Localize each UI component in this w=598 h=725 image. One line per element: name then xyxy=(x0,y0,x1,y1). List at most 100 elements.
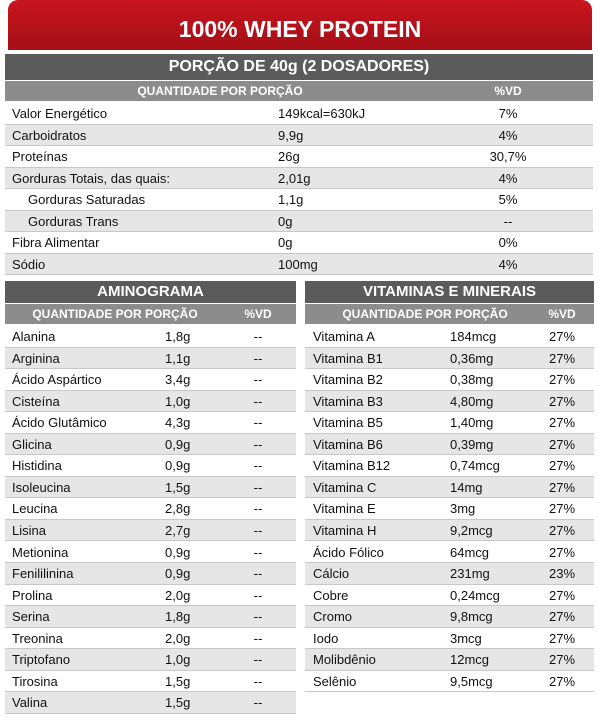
daily-value: -- xyxy=(253,522,263,538)
amount: 1,5g xyxy=(165,673,191,689)
daily-value: 27% xyxy=(548,350,576,366)
table-row: Cobre 0,24mcg 27% xyxy=(305,585,594,607)
amount: 14mg xyxy=(450,479,483,495)
amount: 184mcg xyxy=(450,329,497,344)
amount: 231mg xyxy=(450,566,490,582)
amount: 0,24mcg xyxy=(450,587,500,603)
daily-value: 27% xyxy=(548,458,576,474)
amount: 0,9g xyxy=(165,566,191,582)
amount: 3mg xyxy=(450,501,476,517)
daily-value: 27% xyxy=(548,522,576,538)
title-banner: 100% WHEY PROTEIN xyxy=(8,0,592,50)
nutrient-name: Arginina xyxy=(12,350,60,366)
table-row: Vitamina B6 0,39mg 27% xyxy=(305,433,594,456)
table-row: Fibra Alimentar 0g 0% xyxy=(5,232,593,254)
daily-value: -- xyxy=(253,479,263,495)
table-row: Fenililinina 0,9g -- xyxy=(5,563,296,585)
nutrient-name: Tirosina xyxy=(12,673,58,689)
nutrient-name: Vitamina B1 xyxy=(313,350,383,366)
table-row: Vitamina B1 0,36mg 27% xyxy=(305,347,594,370)
daily-value: -- xyxy=(253,350,263,366)
table-row: Histidina 0,9g -- xyxy=(5,455,296,477)
table-row: Vitamina E 3mg 27% xyxy=(305,498,594,520)
table-row: Treonina 2,0g -- xyxy=(5,628,296,650)
daily-value: 27% xyxy=(548,415,576,431)
nutrient-name: Alanina xyxy=(12,329,56,344)
table-row: Vitamina C 14mg 27% xyxy=(305,476,594,499)
table-row: Carboidratos 9,9g 4% xyxy=(5,124,593,146)
table-row: Isoleucina 1,5g -- xyxy=(5,476,296,499)
table-row: Vitamina A 184mcg 27% xyxy=(305,326,594,348)
daily-value: 27% xyxy=(548,587,576,603)
daily-value: 4% xyxy=(498,256,518,272)
section-title: VITAMINAS E MINERAIS xyxy=(305,281,594,303)
table-row: Vitamina B2 0,38mg 27% xyxy=(305,369,594,391)
amount: 9,2mcg xyxy=(450,522,493,538)
daily-value: 27% xyxy=(548,673,576,689)
nutrient-name: Vitamina B2 xyxy=(313,372,383,388)
daily-value: 30,7% xyxy=(489,149,527,164)
amount: 0,9g xyxy=(165,458,191,474)
amount: 64mcg xyxy=(450,544,490,560)
amount: 3,4g xyxy=(165,372,191,388)
daily-value: 7% xyxy=(498,106,518,121)
column-header: QUANTIDADE POR PORÇÃO %VD xyxy=(5,81,593,101)
daily-value: -- xyxy=(253,609,263,625)
daily-value: -- xyxy=(253,415,263,431)
column-label: QUANTIDADE POR PORÇÃO xyxy=(32,307,198,321)
column-header: QUANTIDADE POR PORÇÃO %VD xyxy=(5,304,296,324)
column-label: QUANTIDADE POR PORÇÃO xyxy=(342,307,508,321)
daily-value: -- xyxy=(253,695,263,711)
amount: 1,5g xyxy=(165,479,191,495)
nutrient-name: Ácido Fólico xyxy=(313,544,384,560)
daily-value: 27% xyxy=(548,544,576,560)
table-row: Sódio 100mg 4% xyxy=(5,253,593,275)
table-row: Vitamina B3 4,80mg 27% xyxy=(305,390,594,413)
daily-value: 27% xyxy=(548,372,576,388)
table-row: Vitamina B5 1,40mg 27% xyxy=(305,412,594,434)
table-row: Lisina 2,7g -- xyxy=(5,519,296,542)
table-row: Vitamina B12 0,74mcg 27% xyxy=(305,455,594,477)
daily-value: 5% xyxy=(498,192,518,207)
daily-value: 23% xyxy=(548,566,576,582)
amount: 4,3g xyxy=(165,415,191,431)
table-row: Proteínas 26g 30,7% xyxy=(5,146,593,168)
amount: 0g xyxy=(278,213,293,229)
nutrient-name: Cisteína xyxy=(12,393,60,409)
amount: 2,0g xyxy=(165,630,191,646)
table-row: Alanina 1,8g -- xyxy=(5,326,296,348)
amount: 2,01g xyxy=(278,170,311,186)
nutrient-name: Cromo xyxy=(313,609,353,625)
column-label: %VD xyxy=(548,307,576,321)
amount: 2,0g xyxy=(165,587,191,603)
amount: 149kcal=630kJ xyxy=(278,106,366,121)
amount: 1,1g xyxy=(278,192,304,207)
amount: 1,0g xyxy=(165,652,191,668)
table-row: Gorduras Saturadas 1,1g 5% xyxy=(5,189,593,211)
daily-value: 4% xyxy=(498,127,518,143)
nutrient-name: Valor Energético xyxy=(12,106,108,121)
column-label: %VD xyxy=(494,84,522,98)
amount: 9,5mcg xyxy=(450,673,493,689)
column-label: QUANTIDADE POR PORÇÃO xyxy=(137,84,303,98)
nutrient-name: Vitamina B12 xyxy=(313,458,391,474)
daily-value: -- xyxy=(253,372,263,388)
nutrient-name: Isoleucina xyxy=(12,479,71,495)
amount: 0,39mg xyxy=(450,436,494,452)
daily-value: -- xyxy=(253,652,263,668)
daily-value: 27% xyxy=(548,329,576,344)
nutrient-name: Vitamina A xyxy=(313,329,375,344)
amount: 1,8g xyxy=(165,609,191,625)
table-row: Metionina 0,9g -- xyxy=(5,542,296,564)
nutrient-name: Ácido Aspártico xyxy=(12,372,102,388)
daily-value: 27% xyxy=(548,479,576,495)
amount: 100mg xyxy=(278,256,318,272)
amount: 3mcg xyxy=(450,630,482,646)
daily-value: -- xyxy=(253,673,263,689)
nutrient-name: Sódio xyxy=(12,256,46,272)
nutrient-name: Lisina xyxy=(12,522,46,538)
table-row: Glicina 0,9g -- xyxy=(5,433,296,456)
table-row: Gorduras Totais, das quais: 2,01g 4% xyxy=(5,167,593,189)
nutrient-name: Cobre xyxy=(313,587,349,603)
